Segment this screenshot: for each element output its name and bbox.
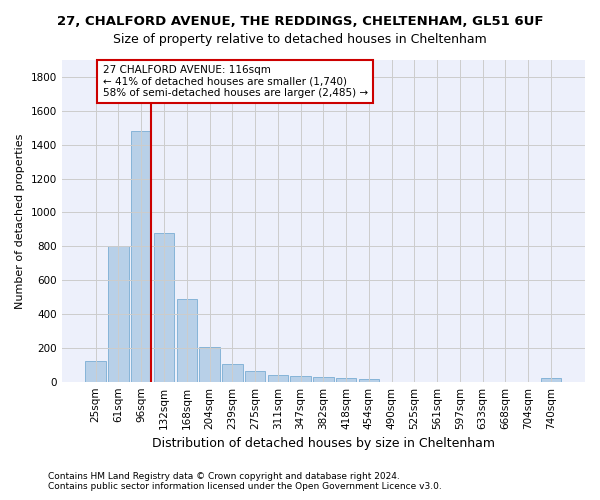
Bar xyxy=(290,376,311,382)
Bar xyxy=(268,375,288,382)
Bar xyxy=(359,379,379,382)
Bar xyxy=(313,376,334,382)
Bar xyxy=(336,378,356,382)
Bar xyxy=(541,378,561,382)
Bar xyxy=(199,347,220,382)
Bar xyxy=(154,232,174,382)
Bar xyxy=(176,298,197,382)
Text: 27 CHALFORD AVENUE: 116sqm
← 41% of detached houses are smaller (1,740)
58% of s: 27 CHALFORD AVENUE: 116sqm ← 41% of deta… xyxy=(103,65,368,98)
Bar xyxy=(131,131,151,382)
Text: 27, CHALFORD AVENUE, THE REDDINGS, CHELTENHAM, GL51 6UF: 27, CHALFORD AVENUE, THE REDDINGS, CHELT… xyxy=(57,15,543,28)
X-axis label: Distribution of detached houses by size in Cheltenham: Distribution of detached houses by size … xyxy=(152,437,495,450)
Text: Contains public sector information licensed under the Open Government Licence v3: Contains public sector information licen… xyxy=(48,482,442,491)
Text: Size of property relative to detached houses in Cheltenham: Size of property relative to detached ho… xyxy=(113,32,487,46)
Bar xyxy=(85,360,106,382)
Y-axis label: Number of detached properties: Number of detached properties xyxy=(15,133,25,308)
Text: Contains HM Land Registry data © Crown copyright and database right 2024.: Contains HM Land Registry data © Crown c… xyxy=(48,472,400,481)
Bar xyxy=(245,370,265,382)
Bar xyxy=(222,364,242,382)
Bar xyxy=(108,246,129,382)
